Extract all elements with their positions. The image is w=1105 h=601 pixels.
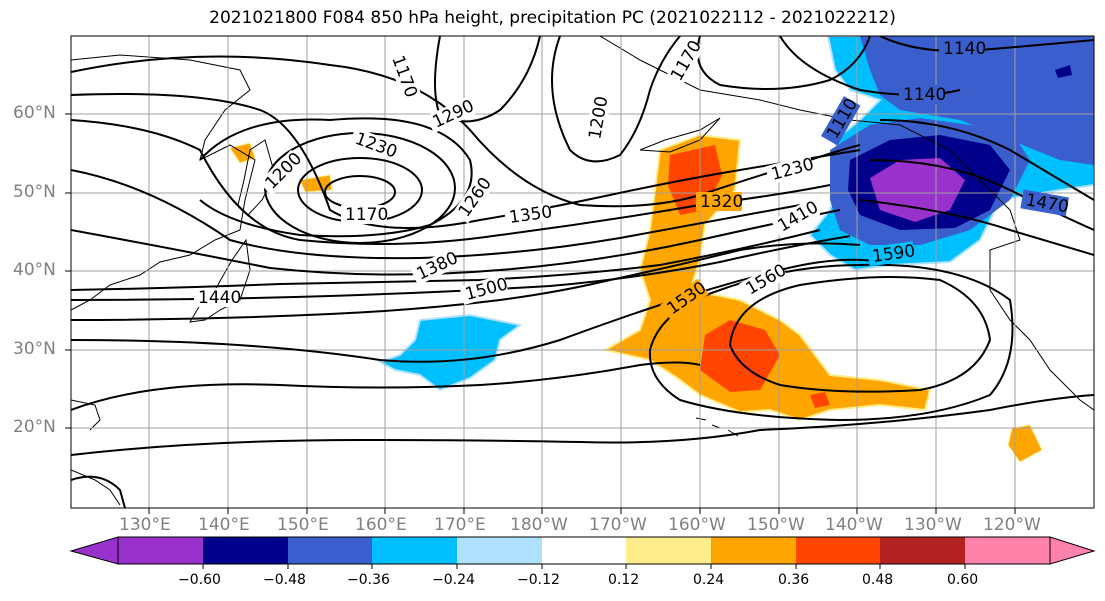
kamchatka-coast — [237, 139, 276, 216]
precip-orange-okhotsk — [299, 174, 333, 193]
contour-1230-canada — [879, 119, 1094, 201]
colorbar-high-arrow — [1049, 536, 1096, 565]
contour-sw — [71, 475, 126, 508]
contour-label: 1320 — [700, 192, 743, 212]
precip-darkblue-small — [1055, 65, 1072, 78]
lon-label-150e: 150°E — [277, 515, 329, 535]
contour-1380 — [71, 169, 801, 260]
asia-coast — [71, 54, 256, 311]
contour-1170-north — [434, 36, 541, 123]
contour-label: 1140 — [903, 85, 946, 105]
lon-label-140w: 140°W — [825, 515, 883, 535]
lat-label-30n: 30°N — [13, 339, 56, 359]
lat-label-60n: 60°N — [13, 103, 56, 123]
colorbar-tick-label: −0.48 — [263, 572, 306, 588]
lon-label-170w: 170°W — [589, 515, 647, 535]
colorbar-swatch — [880, 537, 965, 564]
colorbar-tick-label: 0.36 — [778, 572, 810, 588]
height-contours — [71, 36, 1094, 508]
philippines-coast — [71, 399, 121, 506]
lon-label-130e: 130°E — [119, 515, 171, 535]
colorbar-swatch — [796, 537, 880, 564]
contour-label: 1170 — [345, 205, 388, 225]
colorbar-tick-label: 0.60 — [947, 572, 979, 588]
map-frame — [70, 35, 1095, 509]
colorbar-tick-label: 0.48 — [862, 572, 894, 588]
colorbar-tick-label: −0.24 — [432, 572, 475, 588]
negative-precip-shading — [377, 36, 1094, 392]
precip-purple-core — [870, 158, 965, 222]
colorbar-swatch — [711, 537, 796, 564]
lon-label-160w: 160°W — [668, 515, 726, 535]
tick-marks — [65, 113, 1016, 514]
colorbar-tick-label: 0.24 — [693, 572, 725, 588]
precip-orange-mexico — [1007, 424, 1043, 463]
contour-1560-south — [71, 361, 701, 411]
north-america-coast — [599, 36, 1094, 411]
contour-1200-bering — [551, 36, 681, 163]
contour-1590-closed — [729, 275, 992, 393]
colorbar-swatch — [288, 537, 372, 564]
precip-red-small — [810, 392, 830, 408]
colorbar-frame — [117, 536, 1051, 565]
contour-1260 — [199, 117, 473, 238]
colorbar-swatch — [203, 537, 288, 564]
lon-label-180w: 180°W — [510, 515, 568, 535]
colorbar-swatch — [457, 537, 542, 564]
contour-label: 1140 — [943, 39, 986, 59]
lon-label-150w: 150°W — [747, 515, 805, 535]
lon-label-130w: 130°W — [904, 515, 962, 535]
contour-label: 1440 — [198, 288, 241, 308]
lon-label-120w: 120°W — [983, 515, 1041, 535]
contour-1320 — [71, 93, 861, 229]
colorbar-ticks — [202, 564, 966, 569]
contour-1500 — [71, 242, 861, 321]
aleutian-islands — [639, 117, 721, 153]
lon-label-140e: 140°E — [198, 515, 250, 535]
lat-label-50n: 50°N — [13, 182, 56, 202]
colorbar-swatch — [118, 537, 203, 564]
colorbar — [69, 536, 1096, 569]
precip-lightblue-pacific — [377, 313, 523, 392]
colorbar-swatch — [372, 537, 457, 564]
contour-1440 — [71, 229, 821, 291]
contour-1410 — [71, 209, 841, 276]
colorbar-tick-label: −0.60 — [178, 572, 221, 588]
colorbar-tick-label: −0.12 — [517, 572, 560, 588]
colorbar-tick-label: 0.12 — [608, 572, 640, 588]
colorbar-low-arrow — [69, 536, 119, 565]
precip-blue-alaska — [860, 36, 1094, 165]
colorbar-swatch — [542, 537, 626, 564]
lat-label-40n: 40°N — [13, 260, 56, 280]
map-area — [71, 36, 1094, 508]
lat-label-20n: 20°N — [13, 417, 56, 437]
contour-1170-ak — [696, 36, 871, 90]
contour-1590-south — [71, 394, 1094, 456]
contour-1320-canada — [869, 159, 1094, 231]
contour-1410-canada — [859, 199, 1094, 256]
lon-label-170e: 170°E — [434, 515, 486, 535]
colorbar-swatch — [965, 537, 1050, 564]
precip-red-central — [700, 320, 780, 392]
colorbar-tick-label: −0.36 — [347, 572, 390, 588]
map-title: 2021021800 F084 850 hPa height, precipit… — [209, 8, 896, 28]
colorbar-swatch — [626, 537, 711, 564]
lon-label-160e: 160°E — [355, 515, 407, 535]
